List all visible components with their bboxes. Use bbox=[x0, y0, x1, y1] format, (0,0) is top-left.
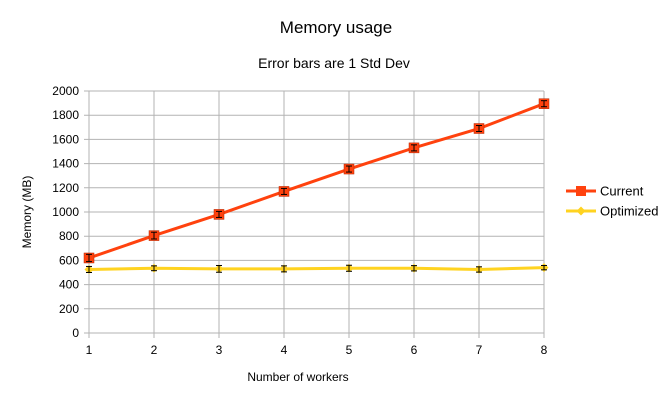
x-tick-label: 3 bbox=[216, 343, 223, 357]
chart-subtitle: Error bars are 1 Std Dev bbox=[258, 55, 410, 71]
optimized-line bbox=[88, 266, 545, 271]
current-error-bar bbox=[411, 144, 417, 152]
x-tick-label: 1 bbox=[86, 343, 93, 357]
current-line bbox=[88, 102, 545, 260]
x-tick-label: 2 bbox=[151, 343, 158, 357]
y-axis-label: Memory (MB) bbox=[20, 176, 34, 249]
series-optimized bbox=[84, 263, 549, 274]
current-error-bar bbox=[281, 187, 287, 195]
x-tick-label: 5 bbox=[346, 343, 353, 357]
y-tick-label: 800 bbox=[59, 229, 79, 243]
y-tick-label: 200 bbox=[59, 302, 79, 316]
y-tick-label: 0 bbox=[72, 326, 79, 340]
legend-item-optimized: Optimized bbox=[566, 204, 659, 219]
legend-label: Current bbox=[600, 184, 644, 199]
legend-label: Optimized bbox=[600, 204, 659, 219]
optimized-error-bar bbox=[216, 264, 222, 273]
current-error-bar bbox=[476, 124, 482, 133]
axes bbox=[88, 91, 544, 334]
current-error-bar bbox=[216, 210, 222, 218]
y-tick-label: 1000 bbox=[52, 205, 79, 219]
y-tick-label: 1800 bbox=[52, 108, 79, 122]
legend-swatch-marker bbox=[576, 186, 586, 196]
series-current bbox=[83, 98, 550, 264]
y-tick-label: 1400 bbox=[52, 157, 79, 171]
x-axis-label: Number of workers bbox=[247, 370, 348, 384]
y-tick-label: 1600 bbox=[52, 132, 79, 146]
y-tick-labels: 0 200 400 600 800 1000 1200 1400 1600 1800 2000 bbox=[52, 84, 79, 340]
optimized-error-bar bbox=[541, 264, 547, 271]
optimized-error-bar bbox=[86, 265, 92, 273]
y-tick-label: 400 bbox=[59, 278, 79, 292]
y-tick-label: 1200 bbox=[52, 181, 79, 195]
x-tick-labels: 1 2 3 4 5 6 7 8 bbox=[86, 343, 548, 357]
series-layer bbox=[83, 98, 550, 274]
x-tick-label: 4 bbox=[281, 343, 288, 357]
optimized-error-bar bbox=[346, 264, 352, 272]
y-tick-label: 2000 bbox=[52, 84, 79, 98]
current-error-bar bbox=[346, 165, 352, 173]
current-error-bar bbox=[86, 253, 92, 263]
x-tick-label: 7 bbox=[476, 343, 483, 357]
legend-swatch-marker bbox=[576, 206, 586, 216]
legend: Current Optimized bbox=[566, 184, 659, 219]
legend-item-current: Current bbox=[566, 184, 644, 199]
y-tick-label: 600 bbox=[59, 253, 79, 267]
optimized-error-bar bbox=[281, 265, 287, 273]
chart-title: Memory usage bbox=[280, 18, 392, 37]
current-error-bar bbox=[541, 100, 547, 108]
optimized-error-bar bbox=[476, 266, 482, 273]
x-tick-label: 8 bbox=[541, 343, 548, 357]
optimized-error-bar bbox=[151, 265, 157, 272]
optimized-error-bar bbox=[411, 265, 417, 272]
x-tick-label: 6 bbox=[411, 343, 418, 357]
current-error-bar bbox=[151, 231, 157, 240]
